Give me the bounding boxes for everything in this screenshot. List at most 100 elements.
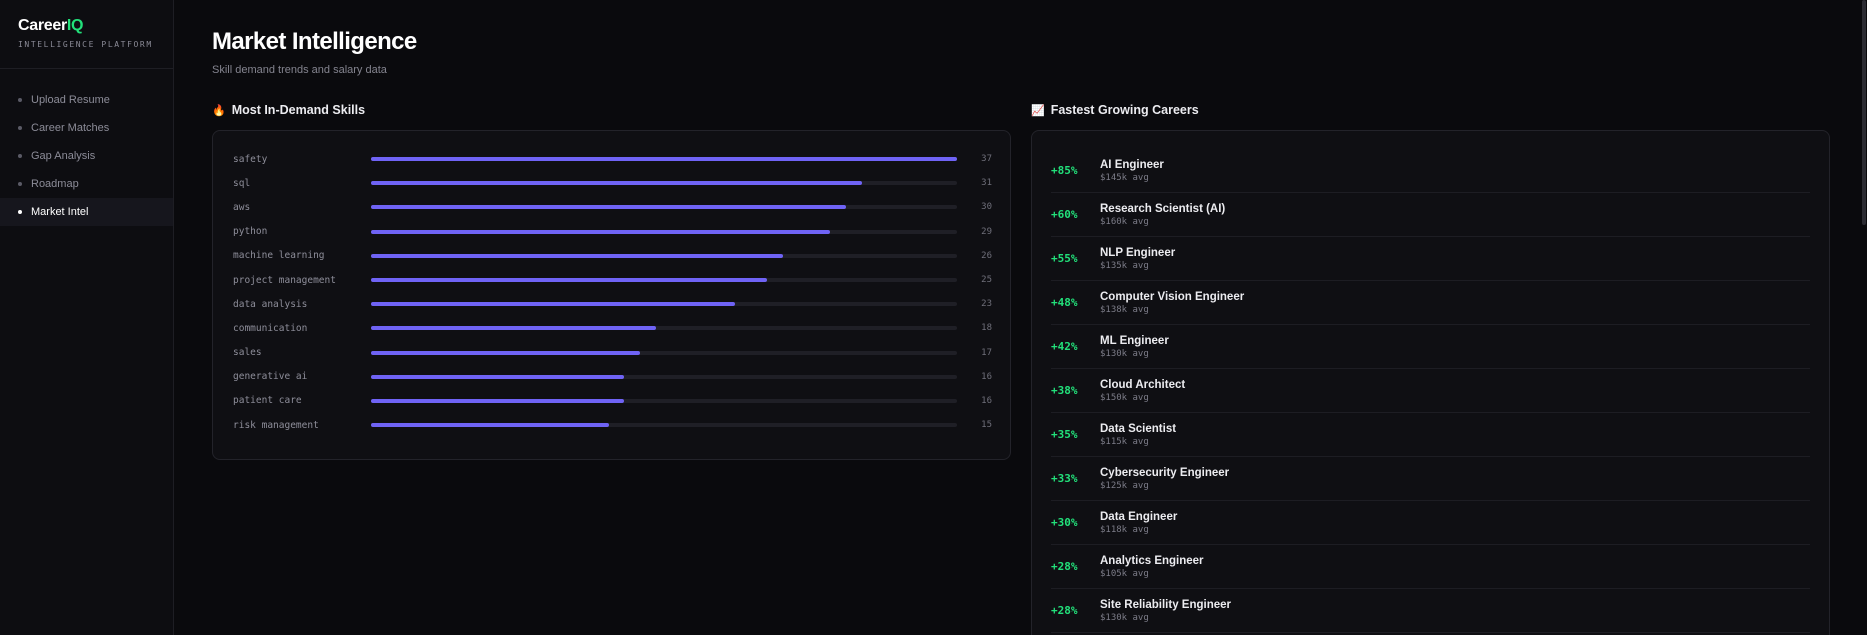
career-name: Analytics Engineer xyxy=(1100,554,1204,567)
fire-icon: 🔥 xyxy=(212,104,226,117)
skill-row: safety 37 xyxy=(233,147,992,171)
skill-bar-fill xyxy=(371,253,783,258)
skill-count: 37 xyxy=(981,154,992,165)
career-text: Research Scientist (AI) $160k avg xyxy=(1100,202,1225,228)
skill-bar-track xyxy=(371,423,957,428)
brand-logo-main: Career xyxy=(18,17,67,34)
career-salary: $145k avg xyxy=(1100,172,1149,183)
skills-section-header: 🔥 Most In-Demand Skills xyxy=(212,103,365,117)
skill-bar-track xyxy=(371,157,957,162)
skill-row: aws 30 xyxy=(233,195,992,219)
career-growth: +28% xyxy=(1051,560,1078,573)
career-salary: $115k avg xyxy=(1100,436,1149,447)
career-growth: +30% xyxy=(1051,516,1078,529)
scrollbar-thumb[interactable] xyxy=(1862,0,1866,225)
skill-count: 25 xyxy=(981,275,992,286)
career-row[interactable]: +35% Data Scientist $115k avg xyxy=(1051,413,1810,457)
bullet-icon xyxy=(18,154,22,158)
skill-count: 26 xyxy=(981,250,992,261)
career-row[interactable]: +85% AI Engineer $145k avg xyxy=(1051,149,1810,193)
skill-bar-track xyxy=(371,205,957,210)
sidebar-item-upload-resume[interactable]: Upload Resume xyxy=(0,86,173,114)
skill-row: sales 17 xyxy=(233,341,992,365)
skill-count: 23 xyxy=(981,299,992,310)
skill-row: sql 31 xyxy=(233,171,992,195)
career-salary: $118k avg xyxy=(1100,524,1149,535)
brand-logo[interactable]: CareerIQ xyxy=(18,17,155,35)
skill-bar-track xyxy=(371,302,957,307)
career-text: Analytics Engineer $105k avg xyxy=(1100,554,1204,580)
skill-bar-fill xyxy=(371,205,847,210)
career-name: Data Engineer xyxy=(1100,510,1178,523)
career-salary: $125k avg xyxy=(1100,480,1149,491)
skill-row: data analysis 23 xyxy=(233,292,992,316)
career-growth: +38% xyxy=(1051,384,1078,397)
career-name: NLP Engineer xyxy=(1100,246,1176,259)
skill-label: project management xyxy=(233,274,336,286)
career-text: AI Engineer $145k avg xyxy=(1100,158,1164,184)
skill-row: python 29 xyxy=(233,220,992,244)
career-row[interactable]: +38% Cloud Architect $150k avg xyxy=(1051,369,1810,413)
career-row[interactable]: +28% Site Reliability Engineer $130k avg xyxy=(1051,589,1810,633)
skill-bar-track xyxy=(371,350,957,355)
skill-label: communication xyxy=(233,322,308,334)
career-row[interactable]: +55% NLP Engineer $135k avg xyxy=(1051,237,1810,281)
sidebar-nav: Upload Resume Career Matches Gap Analysis R… xyxy=(0,69,173,226)
skill-label: machine learning xyxy=(233,250,325,262)
career-name: Cloud Architect xyxy=(1100,378,1186,391)
skill-row: generative ai 16 xyxy=(233,365,992,389)
sidebar-item-career-matches[interactable]: Career Matches xyxy=(0,114,173,142)
skill-row: communication 18 xyxy=(233,316,992,340)
bullet-icon xyxy=(18,182,22,186)
skill-label: sql xyxy=(233,177,251,189)
skill-label: patient care xyxy=(233,395,302,407)
bullet-icon xyxy=(18,98,22,102)
skill-count: 16 xyxy=(981,395,992,406)
sidebar-item-label: Career Matches xyxy=(31,122,110,134)
sidebar-item-market-intel[interactable]: Market Intel xyxy=(0,198,173,226)
main-content: Market Intelligence Skill demand trends … xyxy=(174,0,1867,635)
page-title: Market Intelligence xyxy=(212,28,417,55)
career-growth: +85% xyxy=(1051,164,1078,177)
skill-bar-fill xyxy=(371,423,609,428)
skills-card: safety 37 sql 31 aws 30 python 29 machine learni… xyxy=(212,130,1011,460)
skill-label: aws xyxy=(233,201,251,213)
career-growth: +35% xyxy=(1051,428,1078,441)
career-name: Computer Vision Engineer xyxy=(1100,290,1245,303)
career-name: Data Scientist xyxy=(1100,422,1177,435)
career-salary: $105k avg xyxy=(1100,568,1149,579)
skill-bar-track xyxy=(371,278,957,283)
career-text: ML Engineer $130k avg xyxy=(1100,334,1169,360)
career-row[interactable]: +42% ML Engineer $130k avg xyxy=(1051,325,1810,369)
page-subtitle: Skill demand trends and salary data xyxy=(212,64,387,76)
skills-section-title: Most In-Demand Skills xyxy=(231,103,366,117)
career-text: Data Engineer $118k avg xyxy=(1100,510,1177,536)
skill-label: data analysis xyxy=(233,298,308,310)
sidebar: CareerIQ INTELLIGENCE PLATFORM Upload Re… xyxy=(0,0,174,635)
skill-count: 15 xyxy=(981,420,992,431)
sidebar-item-label: Roadmap xyxy=(31,178,79,190)
career-row[interactable]: +28% Analytics Engineer $105k avg xyxy=(1051,545,1810,589)
sidebar-item-roadmap[interactable]: Roadmap xyxy=(0,170,173,198)
career-salary: $138k avg xyxy=(1100,304,1149,315)
sidebar-item-label: Upload Resume xyxy=(31,94,110,106)
career-row[interactable]: +48% Computer Vision Engineer $138k avg xyxy=(1051,281,1810,325)
skill-count: 31 xyxy=(981,178,992,189)
career-growth: +55% xyxy=(1051,252,1078,265)
skill-bar-track xyxy=(371,181,957,186)
page-scrollbar[interactable] xyxy=(1859,0,1867,635)
skill-row: project management 25 xyxy=(233,268,992,292)
skill-bar-fill xyxy=(371,157,957,162)
career-text: Data Scientist $115k avg xyxy=(1100,422,1176,448)
career-row[interactable]: +60% Research Scientist (AI) $160k avg xyxy=(1051,193,1810,237)
career-row[interactable]: +30% Data Engineer $118k avg xyxy=(1051,501,1810,545)
sidebar-item-gap-analysis[interactable]: Gap Analysis xyxy=(0,142,173,170)
career-name: Research Scientist (AI) xyxy=(1100,202,1226,215)
careers-card: +85% AI Engineer $145k avg +60% Research Sci… xyxy=(1031,130,1830,635)
career-row[interactable]: +33% Cybersecurity Engineer $125k avg xyxy=(1051,457,1810,501)
skill-bar-fill xyxy=(371,350,641,355)
skill-bar-track xyxy=(371,374,957,379)
brand-logo-accent: IQ xyxy=(66,17,84,34)
skill-row: risk management 15 xyxy=(233,413,992,437)
